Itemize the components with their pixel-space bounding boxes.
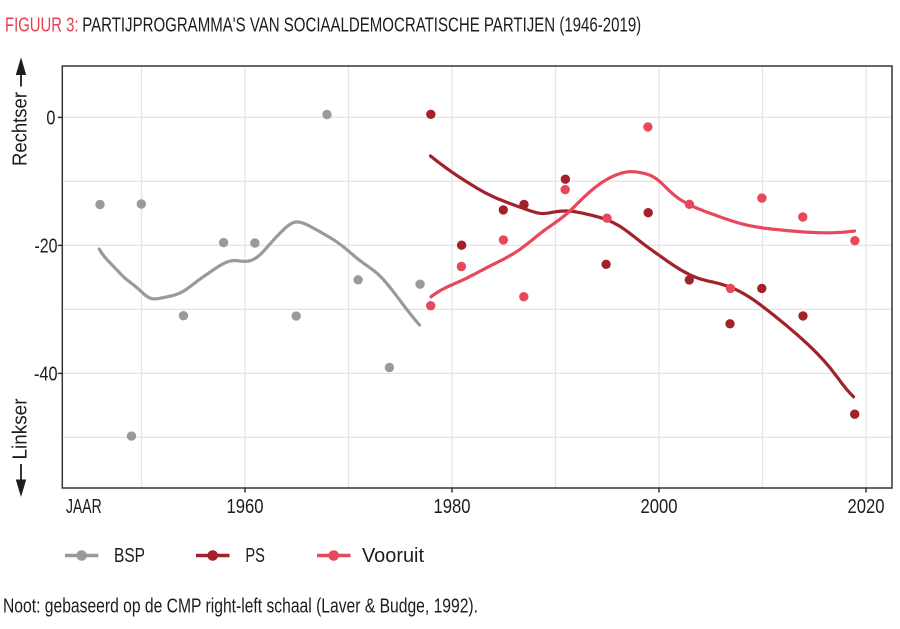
- svg-text:-20: -20: [35, 235, 58, 257]
- svg-text:JAAR: JAAR: [66, 496, 102, 518]
- svg-text:FIGUUR 3:: FIGUUR 3:: [5, 15, 79, 37]
- svg-text:Vooruit: Vooruit: [362, 545, 424, 567]
- svg-text:1960: 1960: [227, 496, 264, 518]
- svg-text:-40: -40: [34, 363, 58, 385]
- svg-text:PS: PS: [245, 545, 265, 567]
- svg-text:Linkser: Linkser: [10, 398, 32, 459]
- svg-text:0: 0: [46, 107, 55, 129]
- svg-text:Noot: gebaseerd op de CMP righ: Noot: gebaseerd op de CMP right-left sch…: [3, 596, 478, 618]
- svg-text:1980: 1980: [434, 496, 471, 518]
- svg-text:Rechtser: Rechtser: [10, 92, 32, 166]
- svg-text:BSP: BSP: [114, 545, 145, 567]
- svg-text:2020: 2020: [848, 496, 885, 518]
- svg-text:2000: 2000: [641, 496, 678, 518]
- svg-text:PARTIJPROGRAMMA'S VAN SOCIAALD: PARTIJPROGRAMMA'S VAN SOCIAALDEMOCRATISC…: [82, 15, 641, 37]
